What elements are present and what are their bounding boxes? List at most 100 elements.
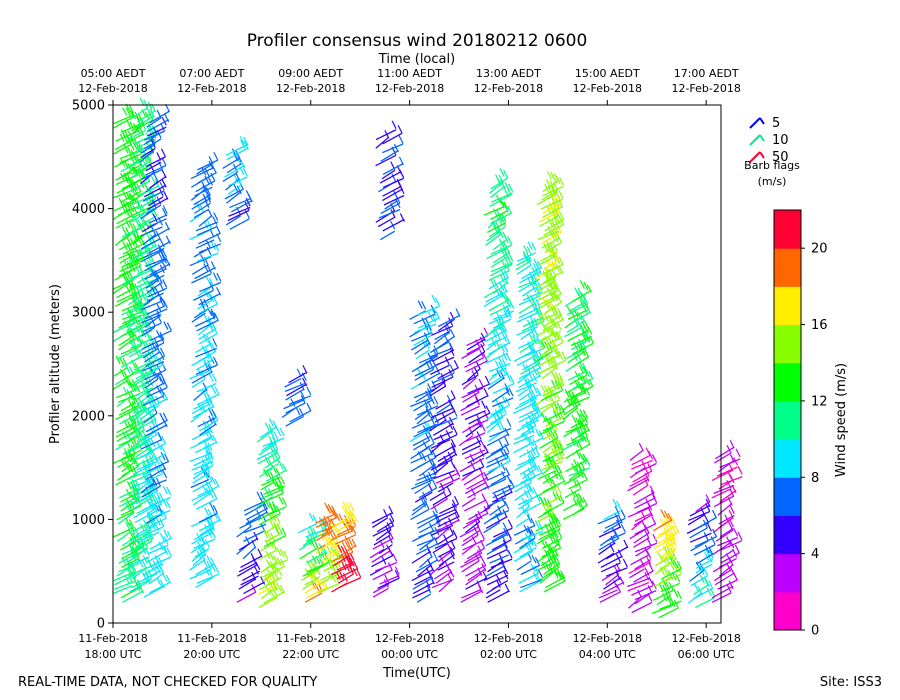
wind-barb [142,360,165,372]
wind-barb [485,352,509,364]
wind-barb [486,222,507,234]
wind-barb [141,342,165,355]
wind-barb [521,437,544,449]
wind-barb [570,338,590,351]
wind-barb [238,578,257,590]
wind-barb [486,231,501,242]
wind-barb-flag [710,588,716,597]
wind-barb [418,463,436,477]
wind-barb [486,433,510,447]
wind-barb-flag [428,522,435,532]
wind-barb-flag [353,561,359,570]
wind-barb [436,335,455,349]
wind-barb-flag [394,566,400,575]
wind-barb [302,580,317,590]
wind-barb-flag [264,487,270,497]
wind-barb [122,368,140,381]
wind-barb-flag [536,360,542,370]
wind-barb-flag [203,314,209,324]
legend-entry-label: 5 [772,116,780,131]
wind-barb [118,495,140,508]
wind-barb-flag [399,213,405,222]
wind-barb-flag [210,557,216,566]
wind-barb [190,167,214,180]
wind-barb [487,336,507,347]
wind-barb-flag [212,272,218,281]
wind-barb-flag [207,472,213,482]
wind-barb-flag [121,226,127,235]
wind-barb [521,266,542,280]
wind-barb [145,419,168,433]
wind-barb [318,582,340,594]
wind-barb [659,600,682,610]
wind-barb-flag [616,500,622,510]
wind-barb [129,179,151,193]
wind-barb [655,554,675,567]
wind-barb [536,280,555,293]
wind-barb-flag [710,536,716,545]
wind-barb [544,218,565,232]
wind-barb [372,537,394,550]
wind-barb [513,550,533,563]
wind-barb [121,534,139,547]
wind-barb-flag [278,484,284,494]
wind-barb [148,196,164,207]
wind-barb-flag [126,329,132,339]
wind-barb [432,493,452,506]
wind-barb [543,314,562,328]
wind-barb-flag [649,485,655,495]
wind-barb [373,534,391,546]
wind-barb-flag [208,372,214,382]
wind-barb-flag [560,404,566,414]
wind-barb [435,472,458,484]
wind-barb-flag [307,530,313,539]
wind-barb [521,287,536,297]
wind-barb-flag [561,351,567,361]
wind-barb-flag [352,567,358,577]
wind-barb [543,496,562,506]
wind-barb-flag [210,529,216,539]
wind-barb-flag [663,510,669,520]
wind-barb-flag [388,530,394,539]
wind-barb [121,460,137,473]
wind-barb [135,456,155,467]
wind-barb [520,564,540,576]
wind-barb [565,459,588,473]
wind-barb-flag [528,421,534,431]
wind-barb [146,281,163,294]
wind-barb [492,281,509,294]
wind-barb [695,516,717,530]
wind-barb [190,543,205,554]
wind-barb [129,222,147,236]
wind-barb [417,516,438,529]
wind-barb-flag [453,360,459,369]
wind-barb-flag [207,442,213,451]
wind-barb [190,478,210,489]
colorbar-tick-label: 16 [811,318,828,333]
wind-barb-flag [211,408,217,418]
wind-barb [372,583,390,594]
wind-barb-flag [143,406,149,415]
wind-barb [634,512,652,522]
wind-barb [572,443,591,455]
wind-barb-flag [641,521,647,530]
wind-barb-flag [498,361,504,371]
wind-barb [564,327,582,338]
wind-barb [537,326,556,336]
wind-barb-flag [429,361,435,370]
x-tick-time: 04:00 UTC [579,648,636,661]
wind-barb-flag [508,252,514,262]
wind-barb [238,563,256,573]
wind-barb-flag [584,321,590,331]
wind-barb [435,527,450,541]
wind-barb [120,402,136,412]
wind-barb-flag [331,573,337,583]
wind-barb-flag [276,557,282,566]
wind-barb [112,527,134,538]
wind-barb-flag [135,427,141,436]
wind-barb [416,593,432,603]
wind-barb-flag [398,135,404,144]
wind-barb [262,565,285,578]
wind-barb-flag [729,439,735,449]
